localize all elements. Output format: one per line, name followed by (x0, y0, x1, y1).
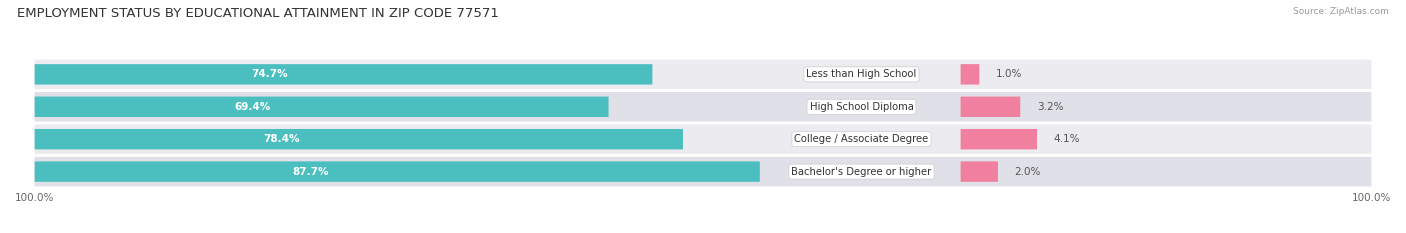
Text: 4.1%: 4.1% (1053, 134, 1080, 144)
Text: 1.0%: 1.0% (995, 69, 1022, 79)
FancyBboxPatch shape (35, 60, 1371, 89)
FancyBboxPatch shape (35, 129, 683, 149)
Text: High School Diploma: High School Diploma (810, 102, 914, 112)
Text: 100.0%: 100.0% (1351, 193, 1391, 203)
Text: 87.7%: 87.7% (292, 167, 329, 177)
Text: 3.2%: 3.2% (1036, 102, 1063, 112)
FancyBboxPatch shape (35, 124, 1371, 154)
Text: College / Associate Degree: College / Associate Degree (794, 134, 928, 144)
Text: EMPLOYMENT STATUS BY EDUCATIONAL ATTAINMENT IN ZIP CODE 77571: EMPLOYMENT STATUS BY EDUCATIONAL ATTAINM… (17, 7, 499, 20)
Text: 78.4%: 78.4% (263, 134, 299, 144)
Text: 100.0%: 100.0% (15, 193, 55, 203)
Text: 2.0%: 2.0% (1014, 167, 1040, 177)
FancyBboxPatch shape (35, 64, 652, 85)
Text: 74.7%: 74.7% (252, 69, 288, 79)
FancyBboxPatch shape (35, 161, 759, 182)
FancyBboxPatch shape (960, 129, 1038, 149)
FancyBboxPatch shape (35, 157, 1371, 186)
FancyBboxPatch shape (960, 96, 1021, 117)
Text: Source: ZipAtlas.com: Source: ZipAtlas.com (1294, 7, 1389, 16)
FancyBboxPatch shape (35, 96, 609, 117)
FancyBboxPatch shape (35, 92, 1371, 122)
FancyBboxPatch shape (960, 161, 998, 182)
Text: Bachelor's Degree or higher: Bachelor's Degree or higher (792, 167, 932, 177)
FancyBboxPatch shape (960, 64, 980, 85)
Text: 69.4%: 69.4% (235, 102, 271, 112)
Text: Less than High School: Less than High School (806, 69, 917, 79)
